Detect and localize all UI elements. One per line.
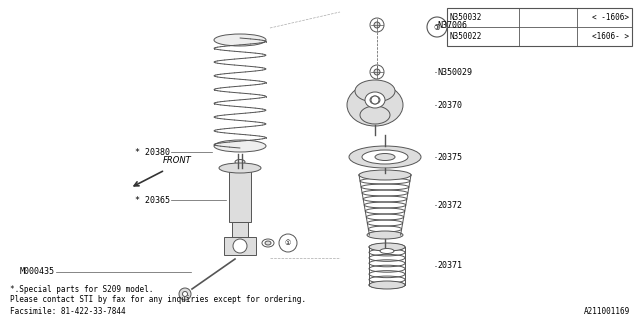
Text: ①: ①: [433, 22, 440, 31]
FancyBboxPatch shape: [229, 168, 251, 222]
Text: < -1606>: < -1606>: [592, 13, 629, 22]
Text: 20371: 20371: [437, 261, 462, 270]
Ellipse shape: [375, 154, 395, 161]
Text: 20370: 20370: [437, 100, 462, 109]
Text: Facsimile: 81-422-33-7844: Facsimile: 81-422-33-7844: [10, 307, 125, 316]
Ellipse shape: [360, 106, 390, 124]
Circle shape: [374, 22, 380, 28]
Ellipse shape: [219, 163, 261, 173]
Ellipse shape: [359, 170, 411, 180]
Ellipse shape: [369, 281, 405, 289]
Ellipse shape: [235, 159, 245, 164]
Text: 20375: 20375: [437, 153, 462, 162]
Ellipse shape: [369, 243, 405, 251]
Circle shape: [371, 96, 379, 104]
Ellipse shape: [370, 96, 380, 104]
Circle shape: [182, 292, 188, 297]
Text: M000435: M000435: [20, 268, 55, 276]
Ellipse shape: [365, 92, 385, 108]
Ellipse shape: [349, 146, 421, 168]
Ellipse shape: [367, 231, 403, 239]
Circle shape: [233, 239, 247, 253]
Text: ①: ①: [285, 240, 291, 246]
Text: N37006: N37006: [437, 20, 467, 29]
Circle shape: [370, 18, 384, 32]
Ellipse shape: [380, 249, 394, 253]
Circle shape: [179, 288, 191, 300]
Circle shape: [374, 69, 380, 75]
Ellipse shape: [347, 84, 403, 126]
Text: *.Special parts for S209 model.: *.Special parts for S209 model.: [10, 284, 154, 293]
Circle shape: [279, 234, 297, 252]
Circle shape: [370, 65, 384, 79]
FancyBboxPatch shape: [224, 237, 256, 255]
Ellipse shape: [265, 241, 271, 245]
Ellipse shape: [214, 140, 266, 152]
Text: N350022: N350022: [450, 32, 483, 41]
Text: * 20365: * 20365: [135, 196, 170, 204]
Text: N350029: N350029: [437, 68, 472, 76]
FancyBboxPatch shape: [232, 222, 248, 237]
Ellipse shape: [214, 34, 266, 46]
Circle shape: [427, 17, 447, 37]
Text: 20372: 20372: [437, 201, 462, 210]
Text: N350032: N350032: [450, 13, 483, 22]
Text: Please contact STI by fax for any inquiries except for ordering.: Please contact STI by fax for any inquir…: [10, 295, 306, 305]
Text: * 20380: * 20380: [135, 148, 170, 156]
Ellipse shape: [362, 150, 408, 164]
Ellipse shape: [355, 80, 395, 102]
Text: <1606- >: <1606- >: [592, 32, 629, 41]
Text: FRONT: FRONT: [163, 156, 192, 165]
FancyBboxPatch shape: [447, 8, 632, 46]
Text: A211001169: A211001169: [584, 307, 630, 316]
Ellipse shape: [262, 239, 274, 247]
